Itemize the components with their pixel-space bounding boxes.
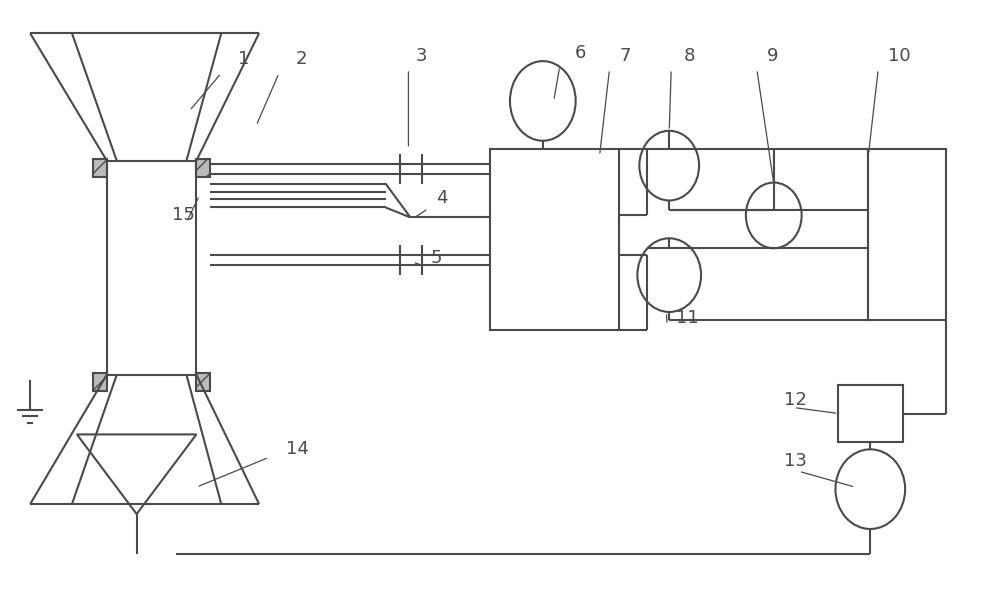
Text: 1: 1 <box>238 50 250 68</box>
Bar <box>868 148 946 320</box>
Text: 2: 2 <box>296 50 307 68</box>
Text: 15: 15 <box>172 207 194 224</box>
Bar <box>490 148 619 330</box>
Text: 3: 3 <box>415 47 427 65</box>
Text: 12: 12 <box>784 390 807 409</box>
Bar <box>196 373 210 390</box>
Text: 10: 10 <box>888 47 911 65</box>
Bar <box>93 159 107 177</box>
Text: 8: 8 <box>684 47 696 65</box>
Bar <box>196 159 210 177</box>
Bar <box>93 373 107 390</box>
Text: 9: 9 <box>767 47 778 65</box>
Text: 13: 13 <box>784 452 807 470</box>
Text: 5: 5 <box>430 249 442 267</box>
Text: 11: 11 <box>676 309 699 327</box>
Text: 4: 4 <box>436 189 448 208</box>
Text: 6: 6 <box>575 44 586 62</box>
Text: 7: 7 <box>619 47 631 65</box>
Text: 14: 14 <box>286 441 309 458</box>
Bar <box>838 385 903 442</box>
